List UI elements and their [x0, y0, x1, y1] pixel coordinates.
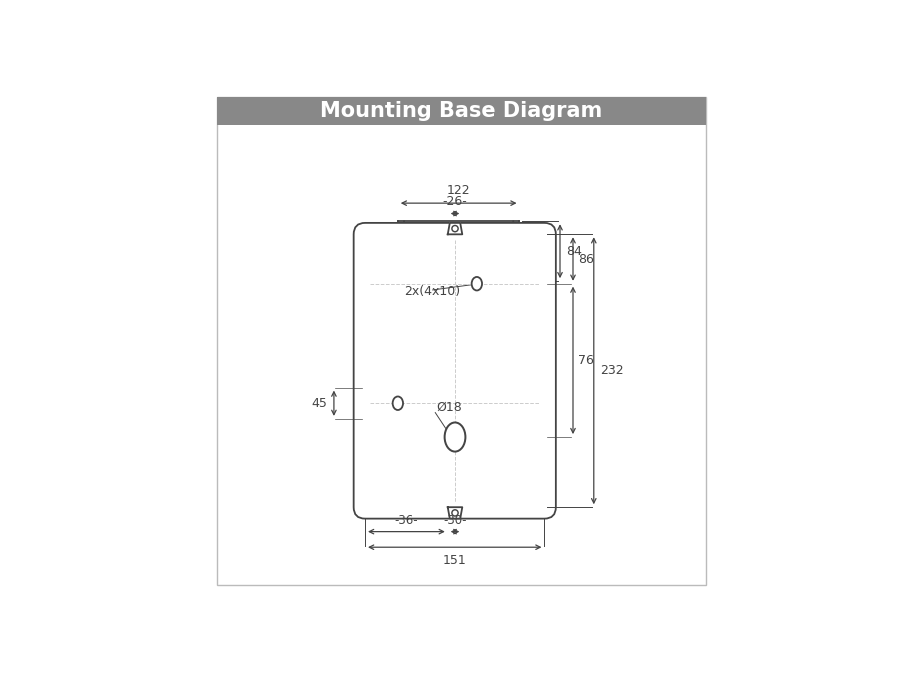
- Text: 122: 122: [446, 184, 471, 197]
- Text: 45: 45: [311, 397, 328, 410]
- Bar: [217, 97, 706, 125]
- FancyBboxPatch shape: [354, 223, 556, 518]
- Polygon shape: [447, 223, 463, 234]
- Polygon shape: [447, 507, 463, 518]
- Circle shape: [452, 225, 458, 232]
- Text: 2x(4x10): 2x(4x10): [404, 285, 460, 298]
- Ellipse shape: [472, 277, 482, 290]
- Text: 84: 84: [566, 245, 582, 258]
- Text: 86: 86: [578, 252, 594, 265]
- Text: -36-: -36-: [394, 514, 418, 527]
- Text: 76: 76: [578, 354, 594, 367]
- Ellipse shape: [445, 423, 465, 452]
- Ellipse shape: [392, 396, 403, 410]
- Text: 232: 232: [600, 364, 624, 377]
- Text: -30-: -30-: [444, 514, 467, 527]
- Text: 151: 151: [443, 554, 466, 567]
- Text: -26-: -26-: [443, 195, 467, 209]
- Text: Ø18: Ø18: [436, 401, 463, 414]
- Circle shape: [452, 510, 458, 516]
- Text: Mounting Base Diagram: Mounting Base Diagram: [320, 101, 602, 121]
